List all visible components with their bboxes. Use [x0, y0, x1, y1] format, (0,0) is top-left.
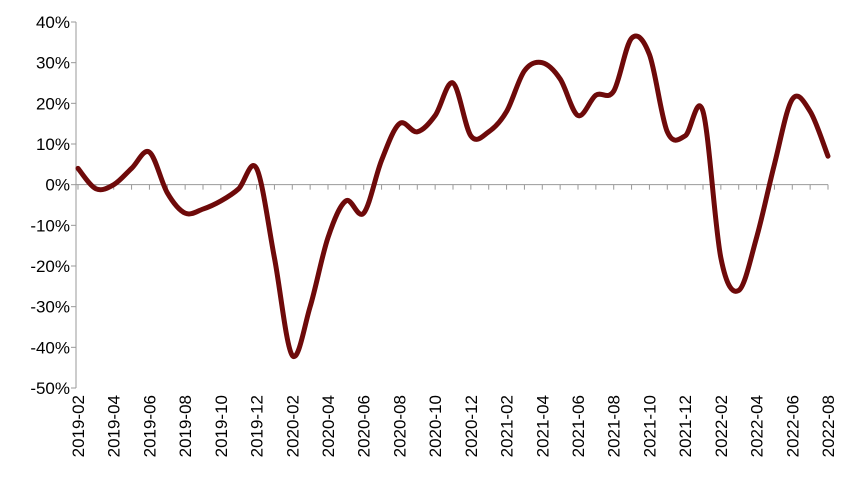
x-tick-label: 2019-02: [69, 395, 88, 457]
y-tick-label: -10%: [30, 216, 70, 235]
x-tick-label: 2019-08: [176, 395, 195, 457]
y-tick-label: 0%: [45, 176, 70, 195]
x-tick-label: 2022-04: [748, 395, 767, 457]
y-tick-label: -20%: [30, 257, 70, 276]
x-tick-label: 2021-04: [533, 395, 552, 457]
x-tick-label: 2021-02: [498, 395, 517, 457]
x-tick-label: 2021-06: [569, 395, 588, 457]
x-tick-label: 2022-06: [783, 395, 802, 457]
x-tick-label: 2020-12: [462, 395, 481, 457]
x-tick-label: 2021-10: [640, 395, 659, 457]
line: [75, 33, 831, 360]
x-tick-label: 2020-02: [283, 395, 302, 457]
x-tick-label: 2021-12: [676, 395, 695, 457]
x-tick-label: 2019-04: [105, 395, 124, 457]
y-tick-label: -50%: [30, 379, 70, 398]
y-tick-label: 30%: [36, 54, 70, 73]
x-tick-label: 2019-06: [140, 395, 159, 457]
y-tick-label: -40%: [30, 338, 70, 357]
x-tick-label: 2020-08: [390, 395, 409, 457]
x-tick-label: 2020-04: [319, 395, 338, 457]
x-tick-label: 2022-02: [712, 395, 731, 457]
x-tick-label: 2019-12: [248, 395, 267, 457]
y-tick-label: 20%: [36, 94, 70, 113]
y-tick-label: 10%: [36, 135, 70, 154]
x-tick-label: 2021-08: [605, 395, 624, 457]
x-tick-label: 2022-08: [819, 395, 838, 457]
x-tick-label: 2020-10: [426, 395, 445, 457]
x-tick-label: 2019-10: [212, 395, 231, 457]
x-tick-label: 2020-06: [355, 395, 374, 457]
y-tick-label: -30%: [30, 298, 70, 317]
y-tick-label: 40%: [36, 13, 70, 32]
